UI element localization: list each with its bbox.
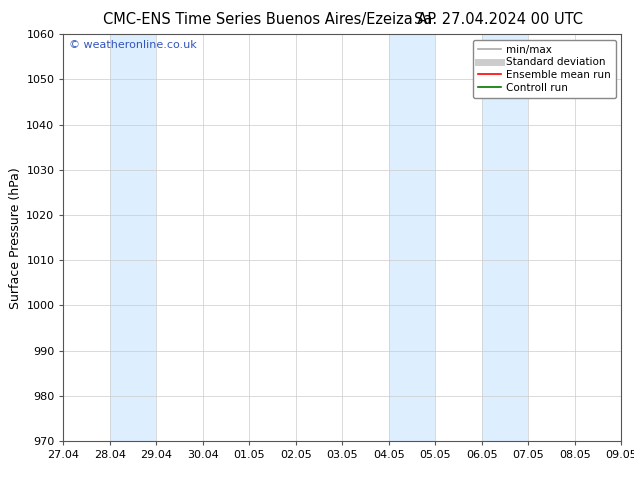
Legend: min/max, Standard deviation, Ensemble mean run, Controll run: min/max, Standard deviation, Ensemble me…: [473, 40, 616, 98]
Text: Sa. 27.04.2024 00 UTC: Sa. 27.04.2024 00 UTC: [414, 12, 583, 27]
Bar: [110, 34, 157, 441]
Bar: [482, 34, 528, 441]
Y-axis label: Surface Pressure (hPa): Surface Pressure (hPa): [9, 167, 22, 309]
Bar: [389, 34, 436, 441]
Text: CMC-ENS Time Series Buenos Aires/Ezeiza AP: CMC-ENS Time Series Buenos Aires/Ezeiza …: [103, 12, 436, 27]
Text: © weatheronline.co.uk: © weatheronline.co.uk: [69, 40, 197, 50]
